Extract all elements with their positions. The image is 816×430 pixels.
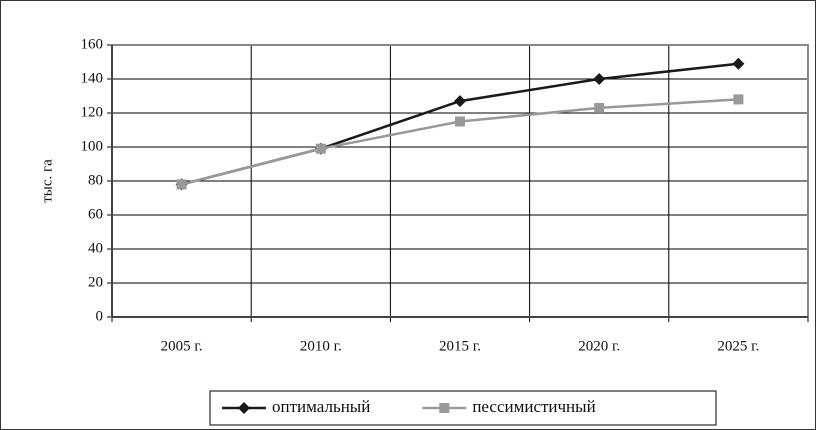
legend-marker [439,403,450,413]
y-tick-label: 0 [96,308,104,324]
x-tick-label: 2025 г. [717,338,759,354]
data-point [454,95,466,108]
data-point [315,143,326,154]
x-tick-label: 2005 г. [161,338,203,354]
x-tick-label: 2015 г. [439,338,481,354]
data-point [733,94,744,105]
y-tick-label: 80 [88,172,103,188]
legend-label: пессимистичный [472,397,595,416]
x-tick-label: 2020 г. [578,338,620,354]
y-tick-label: 60 [88,206,103,222]
y-axis-label: тыс. га [39,159,55,203]
data-point [176,179,187,190]
y-tick-label: 100 [81,138,104,154]
y-tick-label: 140 [81,70,104,86]
x-tick-label: 2010 г. [300,338,342,354]
y-tick-label: 120 [81,104,104,120]
y-tick-label: 20 [88,274,103,290]
data-point [594,102,605,113]
legend-marker [238,402,250,414]
data-point [732,57,745,70]
y-tick-label: 40 [88,240,103,256]
data-point [593,73,606,85]
y-tick-label: 160 [81,36,104,52]
data-point [455,116,465,127]
legend-label: оптимальный [272,397,370,416]
